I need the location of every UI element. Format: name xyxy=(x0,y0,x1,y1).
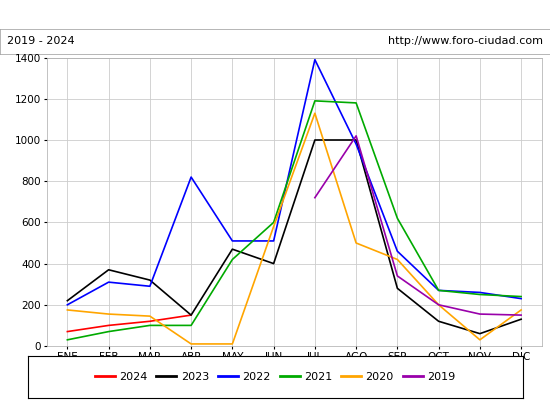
Legend: 2024, 2023, 2022, 2021, 2020, 2019: 2024, 2023, 2022, 2021, 2020, 2019 xyxy=(90,368,460,386)
Text: Evolucion Nº Turistas Nacionales en el municipio de Paracuellos: Evolucion Nº Turistas Nacionales en el m… xyxy=(63,8,487,21)
Text: 2019 - 2024: 2019 - 2024 xyxy=(7,36,74,46)
Text: http://www.foro-ciudad.com: http://www.foro-ciudad.com xyxy=(388,36,543,46)
